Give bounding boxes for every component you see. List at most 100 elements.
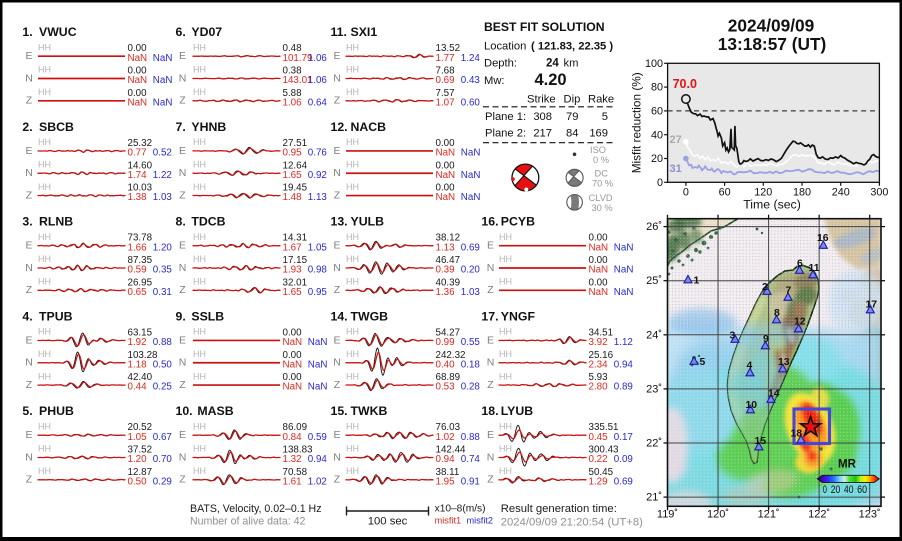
svg-text:0.67: 0.67 <box>153 432 172 443</box>
svg-text:5.88: 5.88 <box>283 88 303 99</box>
svg-text:11.: 11. <box>331 25 347 39</box>
svg-text:N: N <box>333 357 341 369</box>
svg-text:24˚: 24˚ <box>646 329 662 341</box>
svg-text:HH: HH <box>346 466 359 476</box>
svg-text:0.55: 0.55 <box>461 337 481 348</box>
svg-text:N: N <box>487 357 495 369</box>
svg-text:0.84: 0.84 <box>283 432 303 443</box>
svg-text:1.65: 1.65 <box>283 170 303 181</box>
svg-text:0.94: 0.94 <box>614 359 634 370</box>
svg-text:misfit1: misfit1 <box>435 516 462 526</box>
svg-text:60: 60 <box>857 484 867 496</box>
svg-text:N: N <box>25 357 33 369</box>
svg-text:NaN: NaN <box>308 337 328 348</box>
svg-text:300.43: 300.43 <box>589 445 620 456</box>
svg-text:0.00: 0.00 <box>128 66 148 77</box>
svg-text:0.74: 0.74 <box>461 454 481 465</box>
svg-text:40.39: 40.39 <box>436 277 461 288</box>
svg-text:CLVD: CLVD <box>589 193 613 203</box>
svg-text:4.: 4. <box>22 309 32 323</box>
svg-text:MR: MR <box>838 459 857 471</box>
svg-text:7: 7 <box>786 286 792 297</box>
svg-text:HH: HH <box>193 159 206 169</box>
svg-text:15.: 15. <box>331 404 348 418</box>
svg-text:HH: HH <box>38 327 51 337</box>
svg-text:x10–8(m/s): x10–8(m/s) <box>435 504 486 515</box>
svg-text:14: 14 <box>768 389 780 400</box>
svg-text:NaN: NaN <box>436 192 456 203</box>
svg-text:18: 18 <box>791 429 803 440</box>
svg-text:1.77: 1.77 <box>436 53 455 64</box>
svg-text:1.38: 1.38 <box>128 192 148 203</box>
svg-text:1.05: 1.05 <box>308 242 328 253</box>
svg-text:1.22: 1.22 <box>153 170 172 181</box>
svg-text:3.92: 3.92 <box>589 337 608 348</box>
svg-text:NaN: NaN <box>283 382 303 393</box>
svg-text:0.95: 0.95 <box>283 148 303 159</box>
svg-text:Z: Z <box>26 474 33 486</box>
svg-text:86.09: 86.09 <box>283 422 308 433</box>
svg-text:Result generation time:: Result generation time: <box>501 503 617 515</box>
svg-text:180: 180 <box>793 187 811 199</box>
svg-text:17.15: 17.15 <box>283 255 308 266</box>
svg-text:Z: Z <box>334 379 341 391</box>
svg-text:0.18: 0.18 <box>461 359 481 370</box>
svg-text:1.32: 1.32 <box>283 454 302 465</box>
svg-text:68.89: 68.89 <box>436 372 461 383</box>
svg-text:1.66: 1.66 <box>128 242 148 253</box>
svg-text:HH: HH <box>193 371 206 381</box>
svg-text:N: N <box>179 357 187 369</box>
svg-text:HH: HH <box>346 42 359 52</box>
svg-text:0.00: 0.00 <box>128 88 148 99</box>
svg-text:30 %: 30 % <box>592 203 613 213</box>
svg-text:E: E <box>179 429 186 441</box>
svg-text:0.00: 0.00 <box>589 255 609 266</box>
svg-text:23˚: 23˚ <box>646 383 662 395</box>
svg-text:Strike: Strike <box>527 94 556 106</box>
svg-text:NaN: NaN <box>128 53 148 64</box>
svg-text:HH: HH <box>499 466 512 476</box>
svg-text:N: N <box>487 451 495 463</box>
svg-text:NaN: NaN <box>153 75 173 86</box>
svg-text:31: 31 <box>670 163 682 175</box>
svg-text:HH: HH <box>346 277 359 287</box>
svg-text:1.06: 1.06 <box>308 75 328 86</box>
svg-text:Location: Location <box>484 41 526 53</box>
svg-text:TWKB: TWKB <box>351 404 388 418</box>
svg-text:0.94: 0.94 <box>308 454 328 465</box>
svg-text:ISO: ISO <box>590 145 606 155</box>
svg-text:0.53: 0.53 <box>436 382 456 393</box>
svg-text:80: 80 <box>651 82 663 94</box>
svg-text:13.52: 13.52 <box>436 43 461 54</box>
svg-text:0.43: 0.43 <box>461 75 481 86</box>
svg-text:E: E <box>333 50 340 62</box>
svg-text:38.12: 38.12 <box>436 233 461 244</box>
svg-text:BEST FIT SOLUTION: BEST FIT SOLUTION <box>484 20 605 34</box>
svg-text:2.34: 2.34 <box>589 359 609 370</box>
svg-text:1.20: 1.20 <box>128 454 148 465</box>
svg-text:0: 0 <box>683 187 689 199</box>
svg-text:HH: HH <box>38 277 51 287</box>
svg-text:5.93: 5.93 <box>589 372 609 383</box>
svg-text:70 %: 70 % <box>592 179 613 189</box>
svg-text:7.68: 7.68 <box>436 66 456 77</box>
svg-text:HH: HH <box>38 421 51 431</box>
svg-text:0.31: 0.31 <box>153 287 172 298</box>
svg-text:MASB: MASB <box>197 404 233 418</box>
svg-text:1.07: 1.07 <box>436 97 455 108</box>
svg-text:1.74: 1.74 <box>128 170 148 181</box>
svg-text:HH: HH <box>193 182 206 192</box>
svg-text:Mw:: Mw: <box>484 75 505 87</box>
svg-text:HH: HH <box>346 444 359 454</box>
svg-text:HH: HH <box>346 254 359 264</box>
svg-text:misfit2: misfit2 <box>467 516 494 526</box>
svg-text:HH: HH <box>193 65 206 75</box>
svg-text:HH: HH <box>499 327 512 337</box>
svg-text:15: 15 <box>755 436 767 447</box>
svg-text:1.02: 1.02 <box>436 432 455 443</box>
svg-text:NaN: NaN <box>614 265 634 276</box>
svg-text:0.39: 0.39 <box>436 265 455 276</box>
svg-text:PCYB: PCYB <box>501 215 535 229</box>
svg-text:E: E <box>179 145 186 157</box>
svg-text:1.36: 1.36 <box>436 287 456 298</box>
